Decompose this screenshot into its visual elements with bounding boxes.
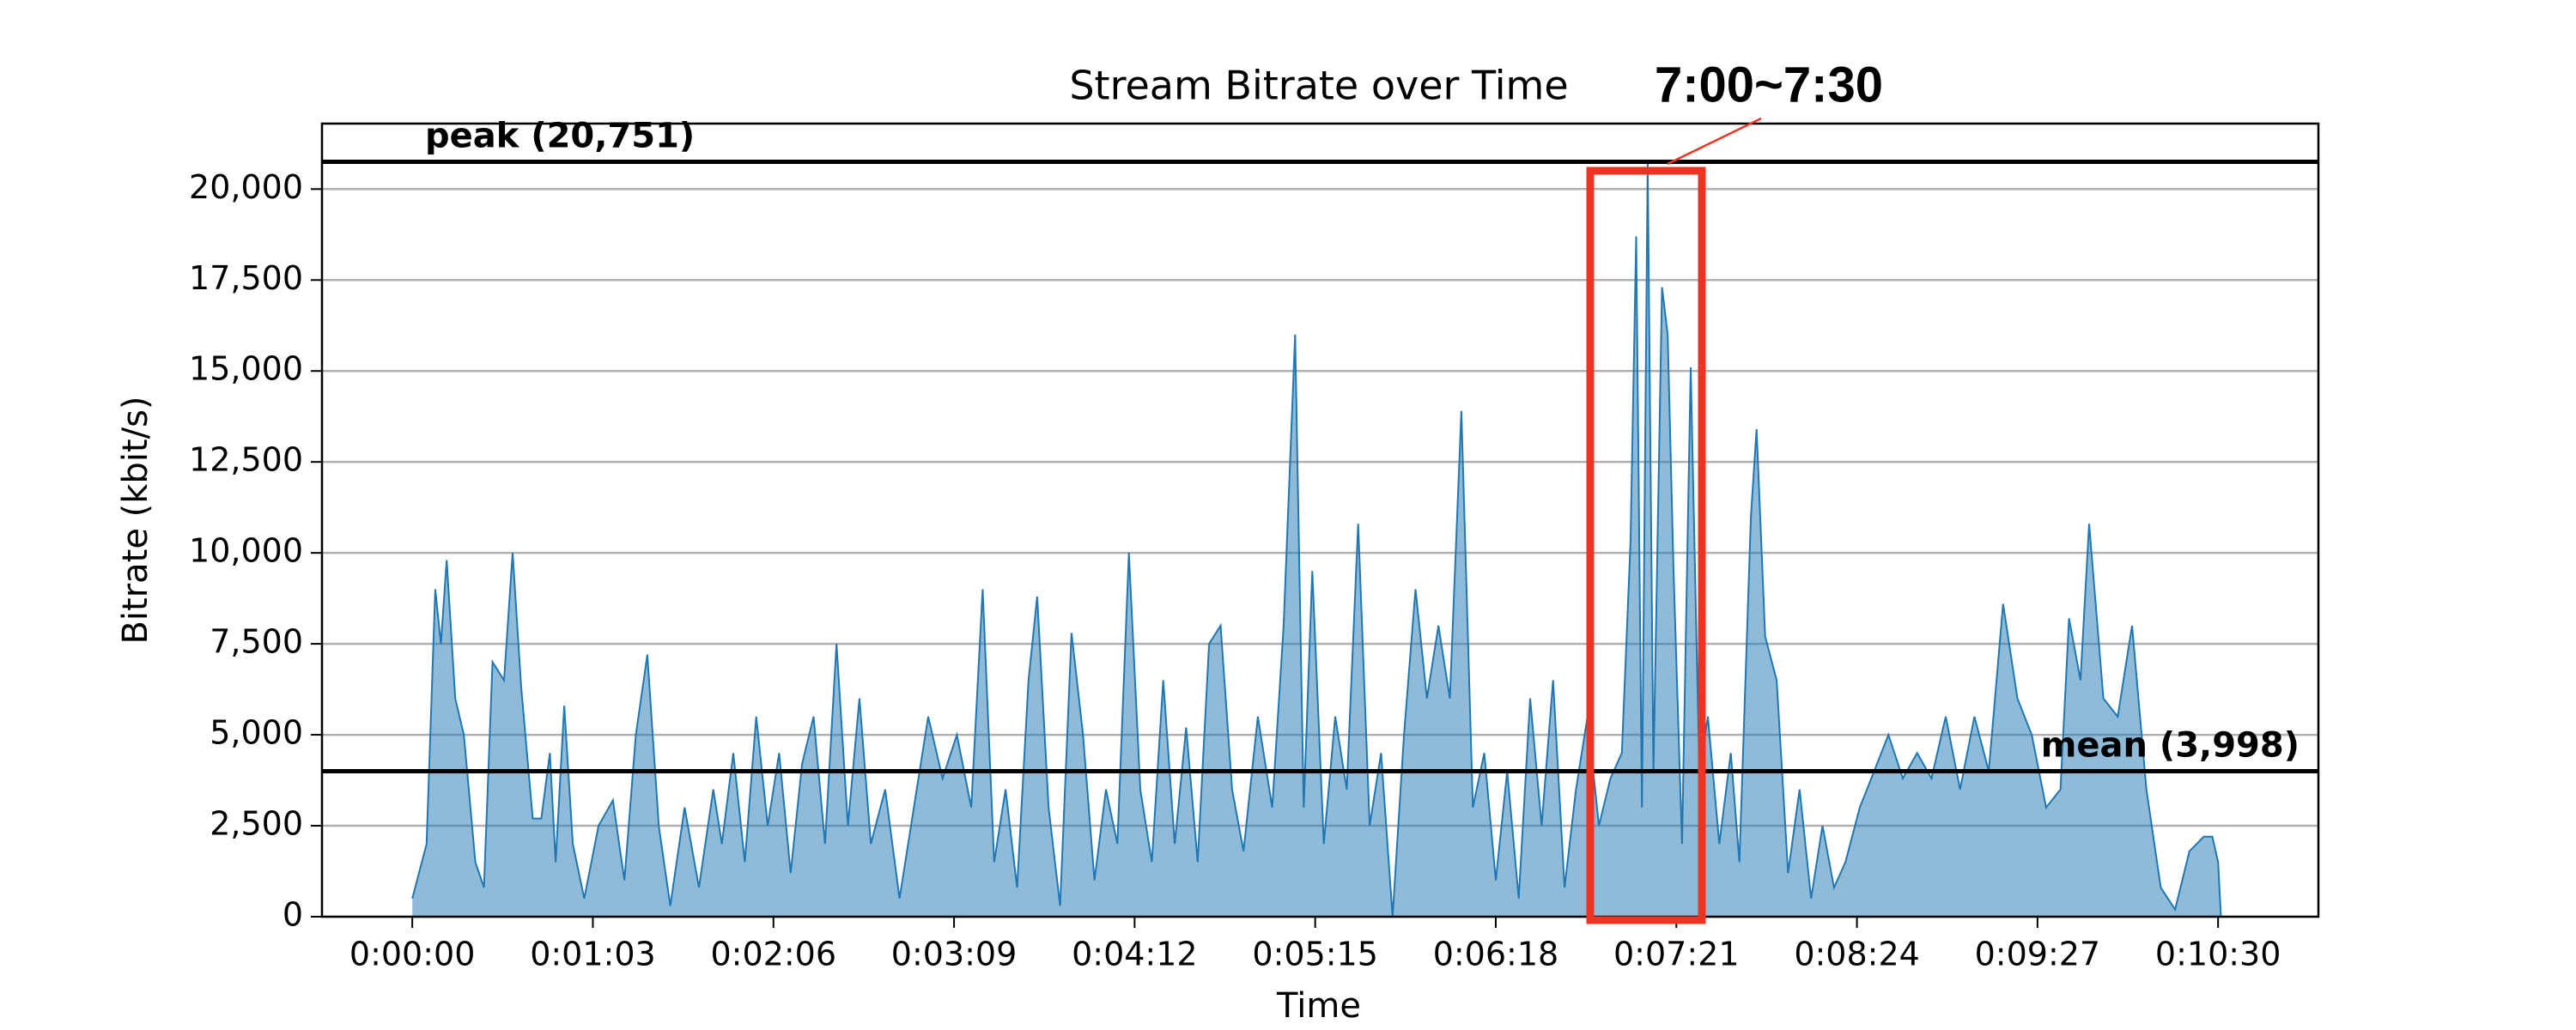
annotation-leader xyxy=(1667,117,1762,166)
chart-title: Stream Bitrate over Time xyxy=(1069,63,1568,109)
reference-label: peak (20,751) xyxy=(425,116,695,155)
x-tick-label: 0:01:03 xyxy=(530,936,656,973)
y-tick-label: 15,000 xyxy=(189,350,303,388)
x-tick-label: 0:06:18 xyxy=(1433,936,1559,973)
x-tick-label: 0:09:27 xyxy=(1975,936,2101,973)
x-tick-label: 0:05:15 xyxy=(1252,936,1378,973)
x-axis-label: Time xyxy=(1276,986,1361,1026)
x-tick-label: 0:00:00 xyxy=(349,936,476,973)
plot-frame xyxy=(320,122,2320,918)
y-tick-label: 20,000 xyxy=(189,168,303,206)
y-tick-label: 7,500 xyxy=(210,623,303,661)
x-tick-label: 0:08:24 xyxy=(1794,936,1920,973)
x-tick-label: 0:10:30 xyxy=(2155,936,2281,973)
y-tick-label: 17,500 xyxy=(189,259,303,297)
x-tick-label: 0:07:21 xyxy=(1613,936,1740,973)
annotation-text: 7:00~7:30 xyxy=(1655,57,1883,112)
reference-label: mean (3,998) xyxy=(2041,726,2300,766)
y-axis-label: Bitrate (kbit/s) xyxy=(116,396,155,644)
highlight-box xyxy=(1586,167,1706,924)
x-tick-label: 0:04:12 xyxy=(1072,936,1198,973)
area-fill xyxy=(412,161,2221,917)
y-tick-label: 5,000 xyxy=(210,714,303,752)
y-tick-label: 12,500 xyxy=(189,441,303,479)
x-tick-label: 0:02:06 xyxy=(711,936,837,973)
area-line xyxy=(411,161,2222,918)
y-tick-label: 2,500 xyxy=(210,805,303,843)
y-tick-label: 10,000 xyxy=(189,532,303,570)
y-tick-label: 0 xyxy=(283,896,303,934)
x-tick-label: 0:03:09 xyxy=(891,936,1018,973)
